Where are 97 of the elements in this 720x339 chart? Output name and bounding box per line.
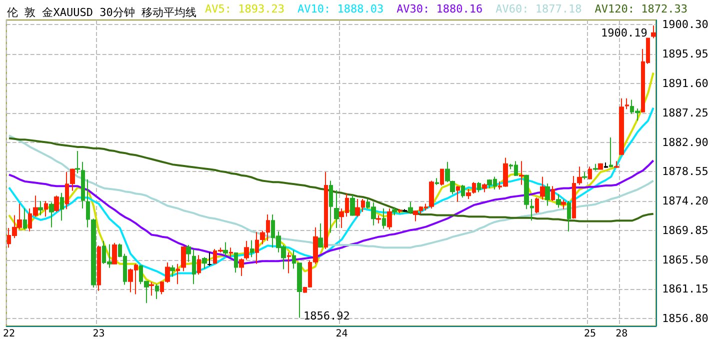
- candlestick: [318, 222, 323, 248]
- candlestick: [619, 98, 624, 156]
- candlestick: [223, 242, 228, 256]
- line-series: [8, 134, 654, 249]
- candlestick: [651, 24, 656, 39]
- candlestick: [334, 190, 339, 229]
- candlestick: [567, 200, 571, 232]
- text: AV10: 1888.03: [297, 2, 384, 16]
- candlestick: [244, 240, 249, 260]
- candlestick: [609, 137, 613, 168]
- candlestick: [625, 98, 629, 110]
- annotation: 1900.19: [601, 26, 648, 40]
- candlestick: [181, 246, 186, 272]
- candlestick: [382, 208, 386, 230]
- candlestick: [324, 171, 328, 250]
- y-tick-label: 1891.60: [662, 76, 708, 90]
- candlestick: [170, 264, 175, 278]
- y-tick-label: 1874.20: [662, 194, 708, 208]
- candlestick: [186, 244, 191, 262]
- candlestick: [519, 160, 524, 186]
- candlestick: [239, 258, 244, 277]
- candlestick: [387, 208, 392, 230]
- text: AV60: 1877.18: [496, 2, 582, 16]
- candlestick: [604, 162, 608, 168]
- candlestick: [435, 178, 439, 186]
- candlestick: [202, 256, 207, 270]
- line-series: [8, 72, 654, 286]
- candlestick: [561, 199, 566, 210]
- candlestick: [329, 180, 333, 234]
- candlestick: [477, 182, 481, 193]
- y-tick-label: 1865.50: [662, 253, 708, 266]
- annotation: 1856.92: [303, 309, 350, 322]
- candlestick: [456, 186, 460, 202]
- x-tick-label: 28: [616, 328, 628, 339]
- y-tick-label: 1882.90: [662, 136, 708, 149]
- candlestick: [38, 200, 43, 216]
- candlestick: [350, 194, 355, 216]
- candlestick: [598, 162, 603, 170]
- candlestick: [250, 240, 254, 258]
- x-tick-label: 24: [336, 328, 348, 339]
- candlestick: [588, 166, 592, 180]
- candlestick: [593, 163, 598, 172]
- candlestick: [23, 208, 27, 230]
- candlestick: [524, 174, 529, 210]
- candlestick: [229, 247, 233, 258]
- candlestick: [192, 248, 196, 285]
- x-tick-label: 23: [92, 328, 105, 339]
- text: AV120: 1872.33: [594, 2, 688, 16]
- candlestick: [482, 182, 487, 193]
- candlestick: [408, 201, 413, 214]
- text: AV30: 1880.16: [396, 2, 483, 16]
- candlestick: [392, 206, 397, 216]
- candlestick: [530, 198, 534, 222]
- candlestick: [551, 186, 555, 202]
- candlestick: [287, 252, 291, 274]
- line-series: [8, 106, 654, 278]
- candlestick: [97, 245, 101, 292]
- line-series: [8, 160, 654, 265]
- candlestick: [398, 208, 402, 214]
- x-tick-label: 22: [2, 328, 16, 339]
- candlestick: [60, 192, 64, 222]
- candlestick: [355, 198, 360, 218]
- y-tick-label: 1869.85: [662, 224, 708, 237]
- y-tick-label: 1856.80: [662, 312, 708, 326]
- candlestick: [207, 252, 212, 266]
- chart-title: 伦 敦 金XAUUSD 30分钟 移动平均线: [7, 6, 196, 19]
- candlestick: [176, 263, 180, 285]
- candlestick: [112, 242, 117, 264]
- candlestick: [266, 214, 270, 242]
- candlestick: [49, 202, 54, 228]
- candlestick: [155, 284, 159, 300]
- candlestick: [614, 160, 619, 168]
- y-tick-label: 1895.95: [662, 48, 708, 61]
- line-series: [8, 137, 654, 222]
- candlestick: [376, 214, 381, 224]
- candlestick: [540, 176, 545, 200]
- candlestick: [545, 182, 550, 206]
- candlestick: [81, 161, 85, 209]
- candlestick: [197, 254, 201, 276]
- candlestick: [149, 282, 154, 296]
- y-tick-label: 1878.55: [662, 165, 708, 178]
- candlestick: [75, 150, 80, 174]
- candlestick: [234, 252, 238, 274]
- y-tick-label: 1900.30: [662, 18, 708, 32]
- x-tick-label: 25: [584, 328, 596, 339]
- candlestick: [440, 168, 444, 186]
- candlestick: [461, 184, 465, 198]
- y-tick-label: 1861.15: [662, 282, 708, 296]
- candlestick: [54, 195, 59, 212]
- candlestick: [403, 208, 407, 212]
- text: AV5: 1893.23: [205, 2, 284, 16]
- y-tick-label: 1887.25: [662, 106, 708, 120]
- candlestick: [535, 197, 539, 214]
- candlestick: [44, 200, 48, 218]
- candlestick: [582, 171, 587, 180]
- candlestick: [361, 198, 365, 212]
- candlestick: [556, 194, 561, 208]
